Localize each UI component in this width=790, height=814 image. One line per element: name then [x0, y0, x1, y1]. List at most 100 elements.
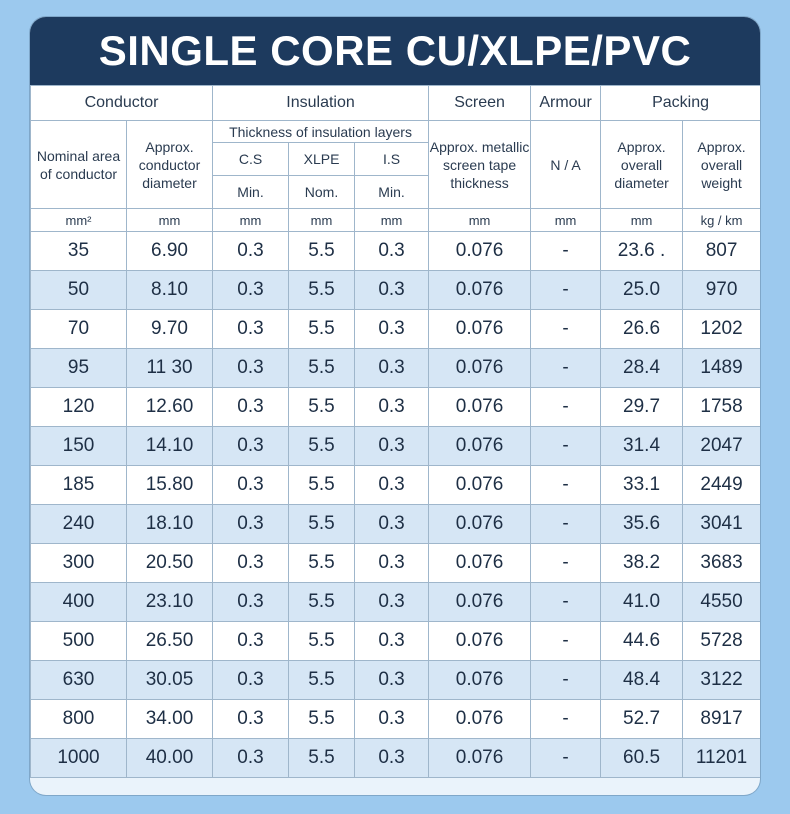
table-cell: 0.076 [428, 582, 532, 622]
table-cell: - [530, 348, 602, 388]
table-cell: 1202 [682, 309, 760, 349]
table-cell: 0.3 [212, 543, 290, 583]
table-cell: 4550 [682, 582, 760, 622]
header-overall-diameter: Approx. overall diameter [600, 120, 684, 209]
table-cell: 0.3 [212, 348, 290, 388]
table-cell: 5728 [682, 621, 760, 661]
header-armour: Armour [530, 85, 602, 121]
table-row: 240 18.10 0.3 5.5 0.3 0.076-35.6 3041 [30, 504, 760, 544]
table-cell: 5.5 [288, 660, 356, 700]
table-body: 35 6.90 0.3 5.5 0.3 0.076-23.6 . 807 50 8.10 0.3 5… [30, 231, 760, 778]
table-cell: 0.3 [354, 660, 430, 700]
table-cell: 0.076 [428, 465, 532, 505]
header-cs-min: Min. [212, 175, 290, 209]
table-cell: 5.5 [288, 465, 356, 505]
header-overall-weight: Approx. overall weight [682, 120, 760, 209]
table-cell: 630 [30, 660, 127, 700]
table-cell: - [530, 543, 602, 583]
table-cell: 40.00 [125, 738, 214, 778]
table-cell: 30.05 [125, 660, 214, 700]
table-cell: 14.10 [125, 426, 214, 466]
table-cell: 0.076 [428, 660, 532, 700]
table-row: 300 20.50 0.3 5.5 0.3 0.076-38.2 3683 [30, 543, 760, 583]
table-cell: 0.3 [354, 738, 430, 778]
table-cell: 34.00 [125, 699, 214, 739]
table-cell: 0.3 [354, 348, 430, 388]
table-cell: 1489 [682, 348, 760, 388]
table-cell: 28.4 [600, 348, 684, 388]
table-row: 120 12.60 0.3 5.5 0.3 0.076-29.7 1758 [30, 387, 760, 427]
table-row: 35 6.90 0.3 5.5 0.3 0.076-23.6 . 807 [30, 231, 760, 271]
table-row: 50 8.10 0.3 5.5 0.3 0.076-25.0 970 [30, 270, 760, 310]
table-cell: 5.5 [288, 387, 356, 427]
table-cell: 33.1 [600, 465, 684, 505]
header-thickness-layers: Thickness of insulation layers [212, 120, 430, 143]
table-cell: 1000 [30, 738, 127, 778]
table-cell: - [530, 387, 602, 427]
unit-cell: mm [600, 208, 684, 232]
table-cell: - [530, 426, 602, 466]
header-screen: Screen [428, 85, 532, 121]
table-cell: 0.076 [428, 348, 532, 388]
table-cell: 0.3 [212, 504, 290, 544]
header-armour-na: N / A [530, 120, 602, 209]
table-cell: 120 [30, 387, 127, 427]
table-cell: 0.3 [354, 699, 430, 739]
table-cell: - [530, 504, 602, 544]
table-cell: 5.5 [288, 348, 356, 388]
header-insulation: Insulation [212, 85, 430, 121]
table-cell: 0.3 [354, 231, 430, 271]
table-cell: 5.5 [288, 738, 356, 778]
table-cell: 0.3 [354, 309, 430, 349]
table-cell: 0.3 [212, 465, 290, 505]
table-cell: 807 [682, 231, 760, 271]
table-cell: 35.6 [600, 504, 684, 544]
table-cell: 23.10 [125, 582, 214, 622]
table-cell: 41.0 [600, 582, 684, 622]
table-row: 800 34.00 0.3 5.5 0.3 0.076-52.7 8917 [30, 699, 760, 739]
table-cell: - [530, 231, 602, 271]
table-cell: 150 [30, 426, 127, 466]
table-cell: 0.076 [428, 387, 532, 427]
header-is-min: Min. [354, 175, 430, 209]
table-cell: 0.3 [354, 582, 430, 622]
unit-cell: mm [212, 208, 290, 232]
table-cell: 11 30 [125, 348, 214, 388]
table-cell: 0.3 [354, 387, 430, 427]
table-cell: 5.5 [288, 699, 356, 739]
table-cell: 38.2 [600, 543, 684, 583]
table-cell: 23.6 . [600, 231, 684, 271]
unit-cell: mm [125, 208, 214, 232]
table-cell: 3683 [682, 543, 760, 583]
table-cell: 60.5 [600, 738, 684, 778]
table-cell: 0.3 [212, 738, 290, 778]
table-row: 500 26.50 0.3 5.5 0.3 0.076-44.6 5728 [30, 621, 760, 661]
unit-cell: mm [428, 208, 532, 232]
header-conductor-diameter: Approx. conductor diameter [125, 120, 214, 209]
table-cell: 95 [30, 348, 127, 388]
table-cell: 5.5 [288, 543, 356, 583]
table-cell: - [530, 621, 602, 661]
table-cell: - [530, 465, 602, 505]
table-cell: 70 [30, 309, 127, 349]
table-cell: 0.076 [428, 270, 532, 310]
table-cell: 0.3 [212, 270, 290, 310]
header-packing: Packing [600, 85, 760, 121]
table-cell: 0.076 [428, 543, 532, 583]
table-cell: 0.3 [212, 621, 290, 661]
table-cell: - [530, 699, 602, 739]
table-cell: 15.80 [125, 465, 214, 505]
table-cell: - [530, 309, 602, 349]
table-cell: 0.076 [428, 309, 532, 349]
table-cell: 0.3 [212, 309, 290, 349]
table-cell: 11201 [682, 738, 760, 778]
table-cell: 5.5 [288, 504, 356, 544]
table-cell: 48.4 [600, 660, 684, 700]
table-cell: 29.7 [600, 387, 684, 427]
table-cell: 0.3 [212, 660, 290, 700]
table-cell: 0.076 [428, 426, 532, 466]
header-is: I.S [354, 142, 430, 176]
table-cell: 240 [30, 504, 127, 544]
table-cell: 9.70 [125, 309, 214, 349]
table-cell: 5.5 [288, 426, 356, 466]
